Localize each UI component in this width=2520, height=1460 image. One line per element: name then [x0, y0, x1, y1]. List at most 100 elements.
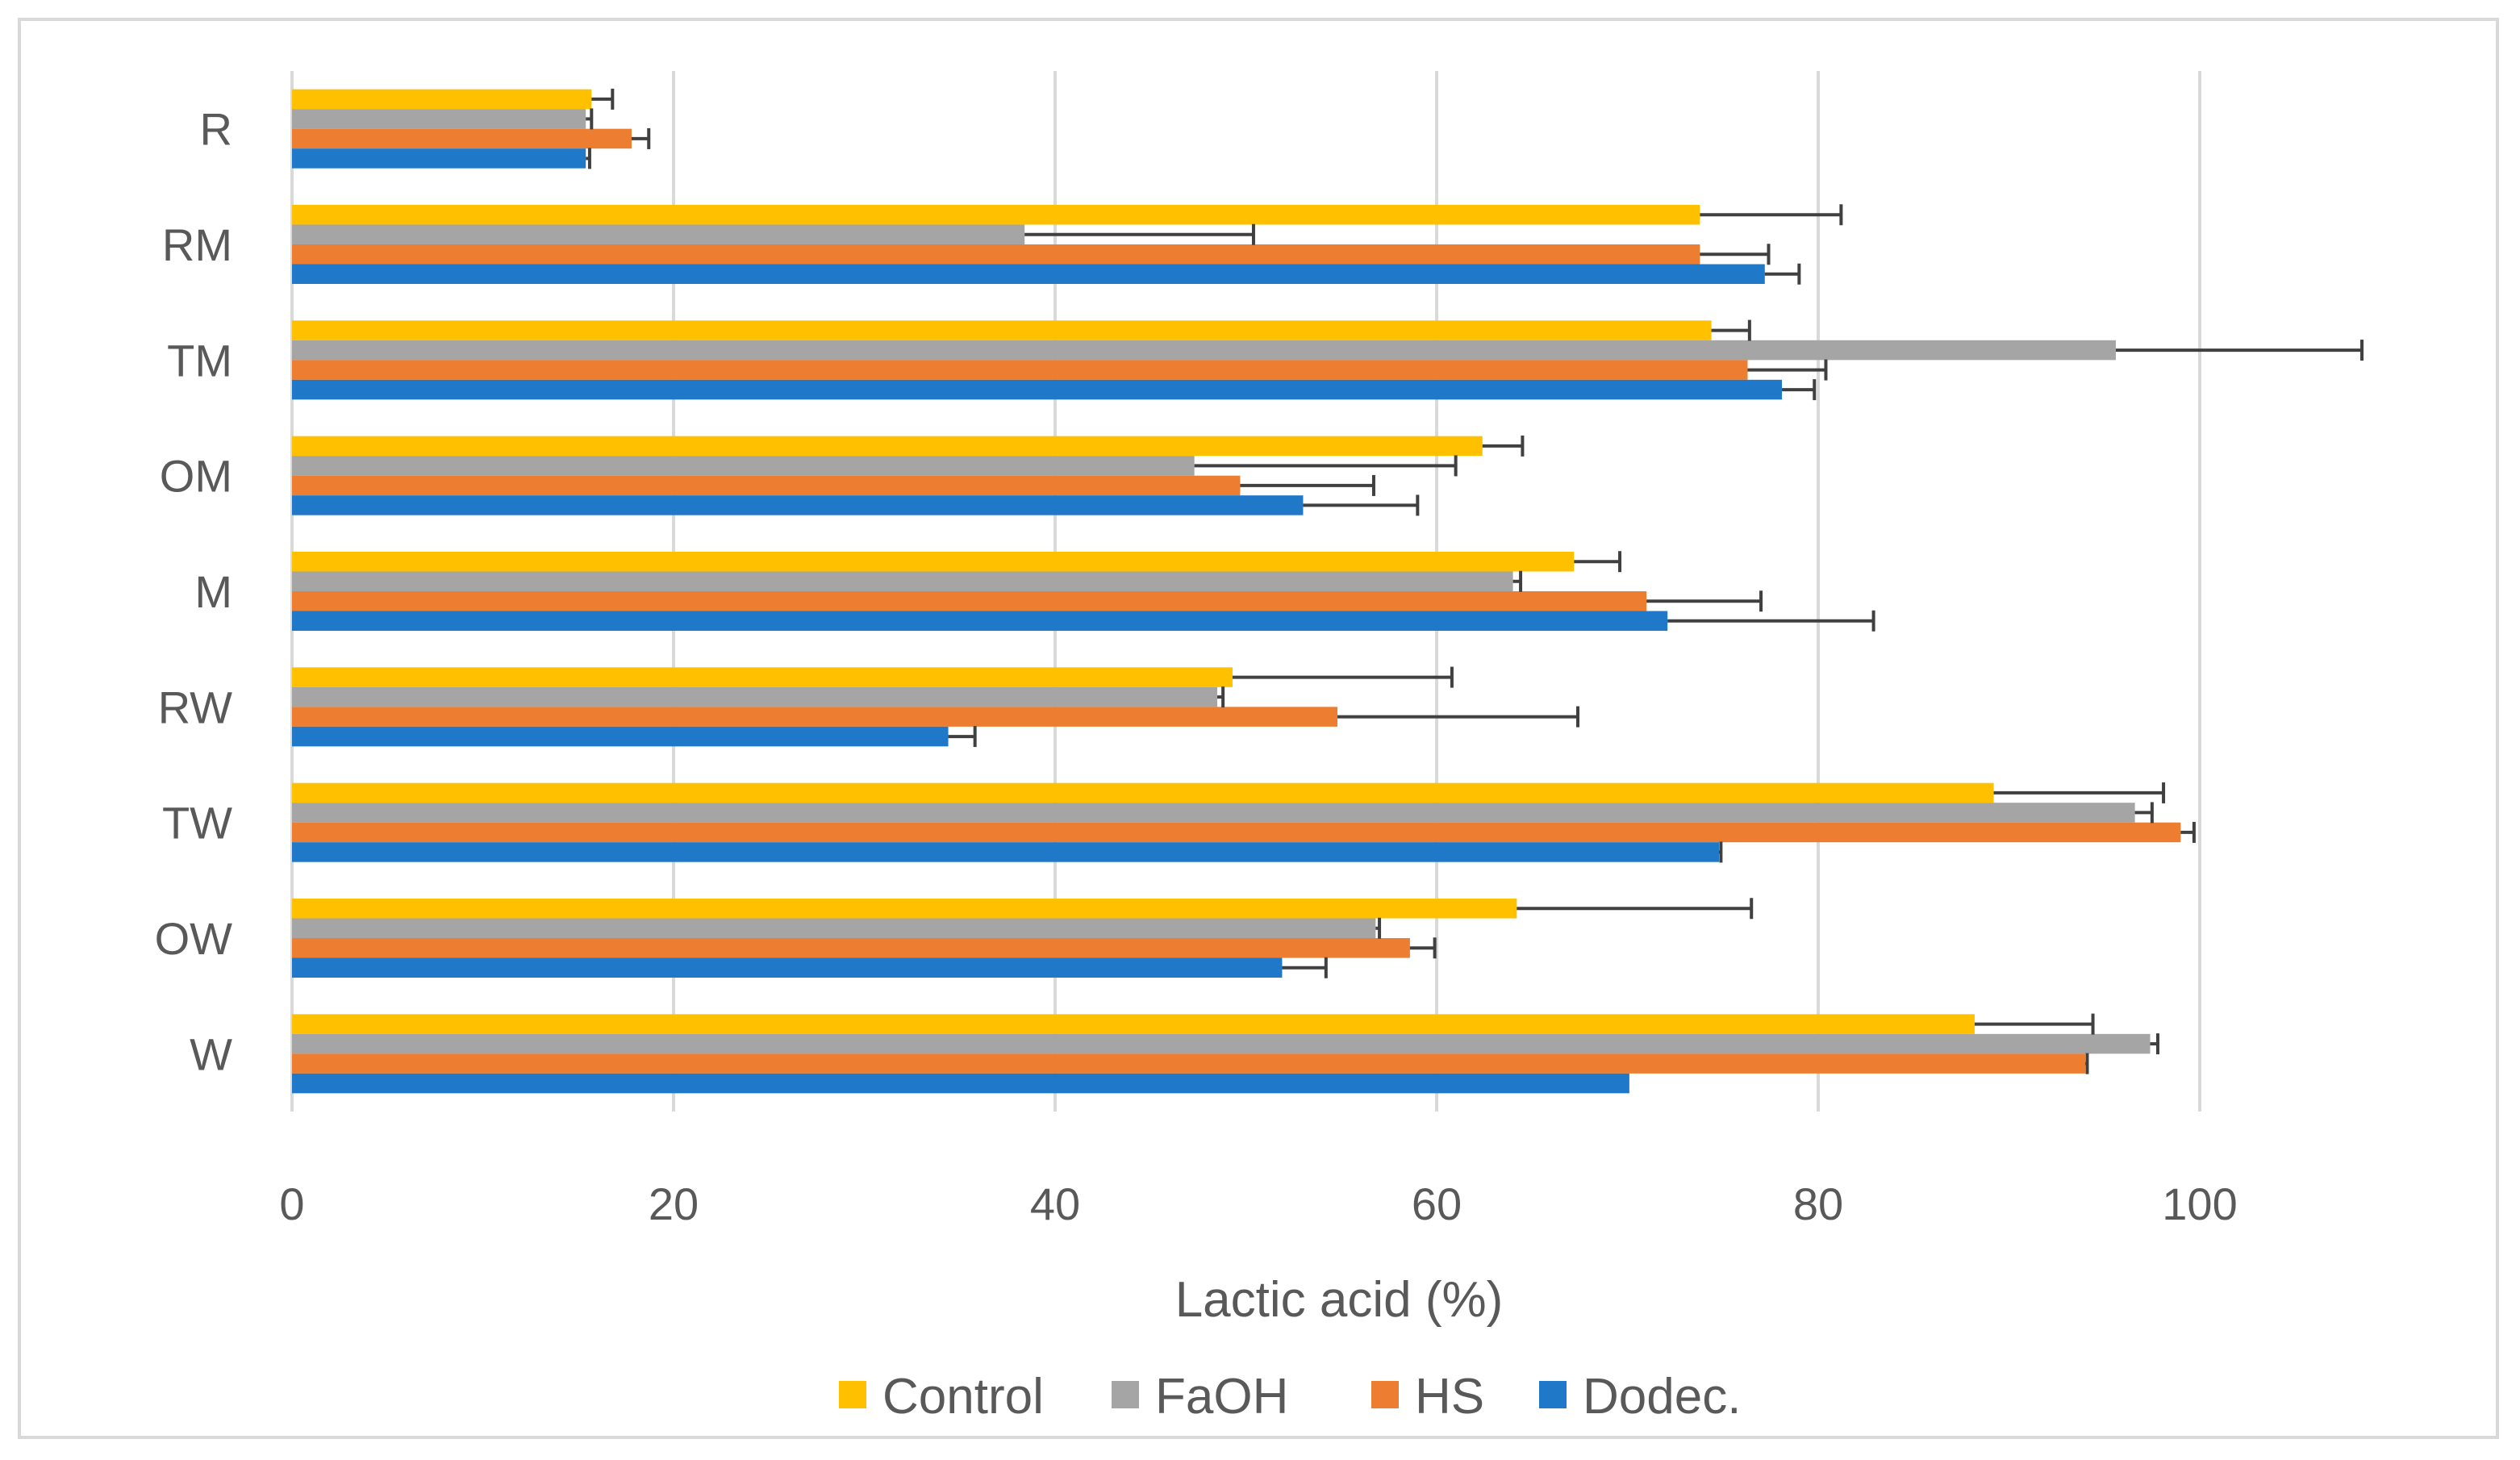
y-tick-labels: R RM TM OM M RW TW OW W: [155, 104, 233, 1080]
legend-swatch-control: [839, 1381, 866, 1408]
y-tick-label: RM: [162, 219, 232, 270]
bar-dodec-tm: [292, 379, 1783, 400]
y-tick-label: W: [190, 1028, 232, 1079]
bar-faoh-om: [292, 456, 1195, 476]
error-bar: [1194, 455, 1458, 477]
error-bar: [1667, 610, 1875, 632]
error-bar: [948, 726, 977, 748]
bar-control-ow: [292, 899, 1517, 919]
error-bar: [1282, 957, 1328, 978]
error-bar: [2150, 1033, 2159, 1055]
bar-control-om: [292, 436, 1483, 457]
bar-control-rw: [292, 667, 1233, 687]
error-bar: [631, 127, 651, 149]
error-bar: [2180, 821, 2196, 843]
error-bar: [1974, 1013, 2095, 1035]
error-bar: [1303, 494, 1420, 516]
bar-control-r: [292, 89, 592, 110]
bar-faoh-tm: [292, 340, 2116, 361]
error-bars: [586, 88, 2364, 1074]
bar-control-tm: [292, 320, 1712, 340]
error-bar: [2115, 340, 2364, 361]
error-bar: [1764, 263, 1801, 285]
legend: Control FaOH HS Dodec.: [839, 1369, 1741, 1425]
legend-label-hs: HS: [1415, 1369, 1484, 1425]
bar-faoh-m: [292, 571, 1513, 591]
bars: [292, 89, 2181, 1094]
x-tick-label: 40: [1030, 1178, 1080, 1229]
bar-hs-m: [292, 591, 1647, 611]
bar-hs-ow: [292, 938, 1410, 958]
error-bar: [1337, 706, 1580, 728]
bar-faoh-rm: [292, 224, 1025, 244]
x-tick-label: 100: [2162, 1178, 2237, 1229]
error-bar: [586, 108, 594, 130]
y-tick-label: RW: [158, 682, 232, 732]
bar-dodec-rw: [292, 726, 949, 747]
x-tick-label: 0: [279, 1178, 304, 1229]
y-tick-label: TM: [167, 335, 232, 386]
bar-dodec-rm: [292, 264, 1765, 284]
bar-hs-rm: [292, 244, 1700, 265]
error-bar: [1240, 474, 1375, 496]
bar-faoh-r: [292, 109, 586, 129]
error-bar: [1512, 570, 1523, 592]
x-axis-title: Lactic acid (%): [1175, 1272, 1504, 1328]
x-tick-label: 60: [1412, 1178, 1462, 1229]
y-tick-label: M: [194, 566, 232, 617]
bar-hs-r: [292, 128, 632, 149]
y-tick-label: R: [200, 104, 232, 155]
legend-swatch-hs: [1371, 1381, 1399, 1408]
bar-control-tw: [292, 782, 1994, 803]
error-bar: [1747, 359, 1828, 381]
error-bar: [586, 148, 591, 169]
bar-faoh-ow: [292, 918, 1376, 938]
error-bar: [1217, 686, 1225, 708]
error-bar: [1482, 435, 1525, 457]
y-tick-label: OM: [160, 451, 232, 502]
bar-control-w: [292, 1014, 1975, 1034]
bar-hs-rw: [292, 707, 1338, 727]
bar-dodec-r: [292, 148, 586, 169]
bar-faoh-w: [292, 1033, 2151, 1054]
error-bar: [1517, 898, 1754, 920]
x-tick-label: 80: [1793, 1178, 1843, 1229]
bar-hs-w: [292, 1053, 2086, 1074]
error-bar: [1409, 937, 1437, 959]
bar-hs-tw: [292, 822, 2181, 843]
error-bar: [1993, 782, 2166, 803]
legend-label-dodec: Dodec.: [1583, 1369, 1741, 1425]
legend-label-control: Control: [882, 1369, 1044, 1425]
error-bar: [1375, 917, 1382, 939]
legend-swatch-faoh: [1112, 1381, 1139, 1408]
error-bar: [1719, 841, 1723, 863]
y-tick-label: TW: [162, 798, 232, 849]
error-bar: [1700, 244, 1771, 265]
bar-hs-tm: [292, 360, 1748, 380]
error-bar: [1711, 319, 1751, 341]
error-bar: [2134, 802, 2154, 824]
bar-control-rm: [292, 205, 1700, 225]
bar-faoh-tw: [292, 803, 2135, 823]
error-bar: [1232, 666, 1454, 688]
bar-dodec-w: [292, 1073, 1629, 1094]
error-bar: [1700, 204, 1843, 226]
error-bar: [1024, 223, 1255, 245]
error-bar: [1574, 551, 1622, 573]
x-tick-labels: 0 20 40 60 80 100: [279, 1178, 2237, 1229]
bar-dodec-om: [292, 495, 1304, 515]
y-tick-label: OW: [155, 913, 233, 964]
error-bar: [1782, 379, 1817, 401]
error-bar: [591, 88, 615, 110]
bar-control-m: [292, 552, 1575, 572]
legend-label-faoh: FaOH: [1155, 1369, 1288, 1425]
error-bar: [2085, 1053, 2089, 1074]
bar-dodec-ow: [292, 957, 1283, 978]
bar-faoh-rw: [292, 686, 1218, 707]
bar-dodec-tw: [292, 842, 1720, 862]
legend-swatch-dodec: [1539, 1381, 1567, 1408]
error-bar: [1646, 590, 1763, 612]
bar-dodec-m: [292, 611, 1668, 631]
bar-hs-om: [292, 475, 1241, 496]
